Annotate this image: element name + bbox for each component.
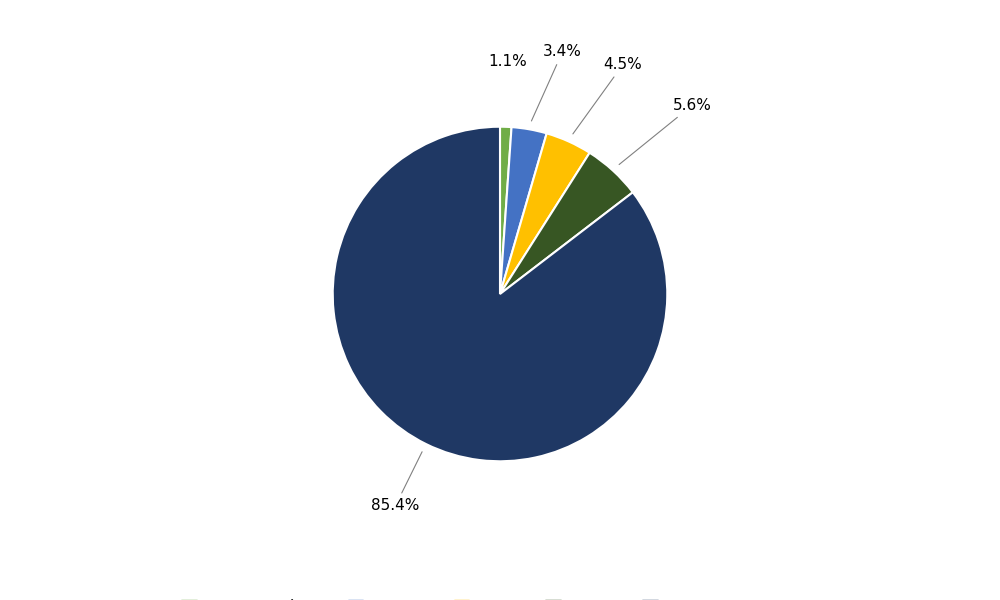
Legend: Ginecobstétrico, Familiar, Social, Sexual, Parejas o exparejas: Ginecobstétrico, Familiar, Social, Sexua… xyxy=(175,593,825,600)
Text: 4.5%: 4.5% xyxy=(573,57,642,134)
Text: 3.4%: 3.4% xyxy=(531,44,582,121)
Text: 1.1%: 1.1% xyxy=(489,55,527,70)
Wedge shape xyxy=(500,133,590,294)
Wedge shape xyxy=(333,127,667,461)
Text: 5.6%: 5.6% xyxy=(619,98,712,164)
Wedge shape xyxy=(500,153,633,294)
Wedge shape xyxy=(500,127,512,294)
Text: 85.4%: 85.4% xyxy=(371,452,422,513)
Wedge shape xyxy=(500,127,547,294)
